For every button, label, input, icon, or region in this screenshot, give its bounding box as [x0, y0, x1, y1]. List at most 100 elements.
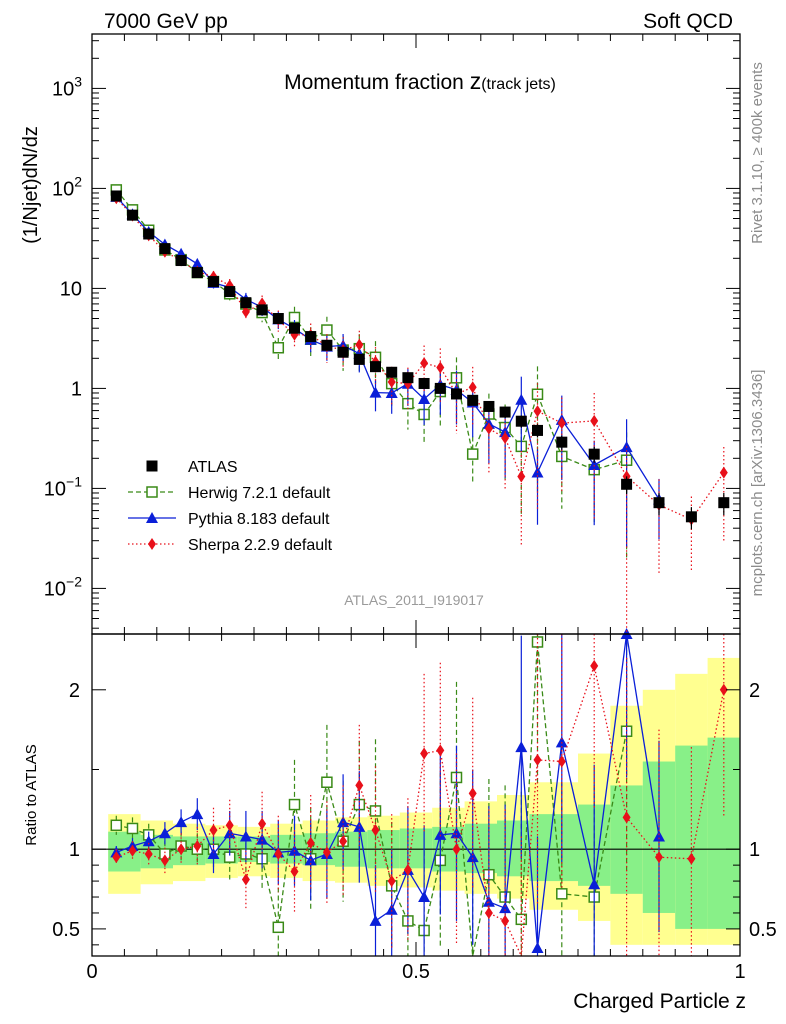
series-sherpa-main-point-27: [557, 417, 566, 430]
legend-marker-herwig: [146, 486, 158, 498]
series-sherpa-ratio-point-14: [339, 835, 348, 848]
y-tick-base-1: 10: [44, 478, 66, 500]
series-pythia-main-point-19: [418, 392, 431, 404]
series-sherpa-main-point-22: [468, 381, 477, 394]
series-sherpa-ratio-point-2: [144, 847, 153, 860]
series-pythia-ratio-point-8: [239, 830, 252, 842]
series-pythia-ratio-point-3: [158, 827, 171, 839]
atlas-point-12: [305, 331, 317, 343]
series-pythia-main-line: [115, 196, 660, 500]
series-herwig-ratio-point-25: [515, 913, 528, 926]
atlas-point-18: [402, 372, 414, 384]
atlas-point-30: [653, 497, 665, 509]
series-herwig-ratio-point-13: [321, 776, 333, 788]
series-sherpa-ratio-point-9: [258, 817, 267, 830]
y-tick-label-0: 10−2: [44, 573, 82, 600]
legend-label-atlas: ATLAS: [188, 459, 238, 476]
series-sherpa-ratio-point-7: [225, 819, 234, 832]
series-sherpa-main-point-25: [517, 470, 526, 483]
series-pythia-ratio-point-20: [434, 828, 447, 840]
series-atlas: [110, 190, 730, 530]
legend-item-sherpa: Sherpa 2.2.9 default: [128, 537, 333, 554]
series-pythia-main-point-16: [369, 386, 382, 398]
series-pythia-main-point-17: [385, 387, 398, 399]
atlas-point-15: [353, 353, 365, 365]
legend-marker-atlas: [146, 460, 158, 472]
atlas-point-3: [159, 243, 171, 255]
legend-label-herwig: Herwig 7.2.1 default: [188, 485, 331, 502]
atlas-point-26: [532, 424, 543, 436]
ratio-tick-label-left-1: 1: [69, 839, 80, 861]
atlas-point-24: [499, 406, 511, 418]
x-tick-label-0: 0: [86, 961, 97, 983]
series-pythia-ratio-point-6: [207, 847, 220, 859]
ratio-uncertainty-bands: [92, 657, 740, 945]
chart-title: Momentum fraction z(track jets): [284, 68, 556, 94]
series-sherpa-ratio-point-28: [590, 659, 599, 672]
series-pythia-ratio-point-21: [450, 827, 463, 839]
atlas-point-22: [467, 394, 479, 406]
ratio-tick-label-right-1: 1: [749, 839, 760, 861]
series-pythia-ratio-point-23: [482, 895, 495, 907]
series-sherpa-main-point-26: [533, 405, 542, 418]
series-sherpa-main-point-20: [436, 361, 445, 374]
series-sherpa-ratio-point-8: [241, 873, 250, 886]
series-pythia-ratio-point-25: [515, 741, 528, 753]
series-sherpa-ratio-point-16: [371, 824, 380, 837]
series-sherpa-ratio-point-21: [452, 843, 461, 856]
atlas-point-7: [224, 286, 236, 298]
series-pythia-ratio-point-30: [653, 830, 665, 842]
series-sherpa-ratio-point-31: [687, 852, 696, 865]
series-pythia-main-point-5: [191, 257, 204, 269]
legend-item-herwig: Herwig 7.2.1 default: [128, 485, 331, 502]
series-sherpa-main-point-32: [719, 466, 728, 479]
atlas-point-1: [127, 209, 138, 221]
header-left: 7000 GeV pp: [104, 10, 228, 33]
series-herwig-main-point-13: [321, 324, 333, 336]
atlas-point-16: [370, 361, 381, 373]
series-herwig-ratio-point-11: [288, 798, 301, 811]
atlas-point-0: [110, 190, 122, 202]
series-herwig-main-line: [115, 189, 627, 471]
x-tick-label-2: 1: [734, 961, 745, 983]
ratio-tick-label-left-2: 2: [69, 680, 80, 702]
series-sherpa-ratio-point-30: [655, 851, 663, 864]
y-tick-label-1: 10−1: [44, 473, 82, 500]
series-sherpa-ratio-point-3: [160, 854, 169, 867]
series-sherpa-ratio-point-15: [355, 779, 364, 792]
y-tick-exp-1: −1: [66, 473, 82, 489]
series-layer: [110, 184, 730, 959]
atlas-point-9: [256, 304, 268, 316]
atlas-point-31: [685, 511, 697, 523]
atlas-point-23: [483, 400, 495, 412]
band-green-9: [399, 828, 433, 869]
series-sherpa-ratio-point-5: [193, 840, 202, 853]
legend-marker-sherpa: [148, 538, 156, 550]
atlas-point-11: [289, 322, 300, 334]
rivet-label: Rivet 3.1.10, ≥ 400k events: [749, 62, 766, 244]
atlas-point-32: [718, 497, 730, 509]
header-right: Soft QCD: [643, 10, 733, 33]
series-pythia-ratio-point-26: [531, 942, 544, 954]
atlas-point-13: [321, 339, 333, 351]
band-green-17: [675, 745, 708, 929]
legend-label-sherpa: Sherpa 2.2.9 default: [188, 537, 333, 554]
series-sherpa-ratio-point-22: [468, 787, 477, 800]
atlas-point-8: [240, 297, 252, 309]
series-herwig-main-point-10: [272, 342, 285, 354]
y-tick-exp-4: 2: [74, 173, 82, 189]
y-tick-exp-5: 3: [74, 73, 82, 89]
chart-title-main: Momentum fraction: [284, 71, 470, 94]
series-sherpa-ratio-point-20: [436, 744, 445, 757]
atlas-point-5: [191, 267, 203, 279]
series-sherpa-main-point-28: [590, 414, 599, 427]
ratio-axis-label: Ratio to ATLAS: [23, 744, 40, 845]
series-sherpa-ratio-point-19: [420, 747, 429, 760]
series-pythia-main-point-25: [515, 393, 528, 405]
series-sherpa-ratio-point-4: [177, 843, 186, 856]
series-sherpa-ratio-point-27: [557, 755, 566, 768]
legend-item-pythia: Pythia 8.183 default: [128, 511, 330, 528]
series-sherpa-main-point-23: [484, 422, 493, 435]
series-sherpa-ratio-point-26: [533, 753, 542, 766]
